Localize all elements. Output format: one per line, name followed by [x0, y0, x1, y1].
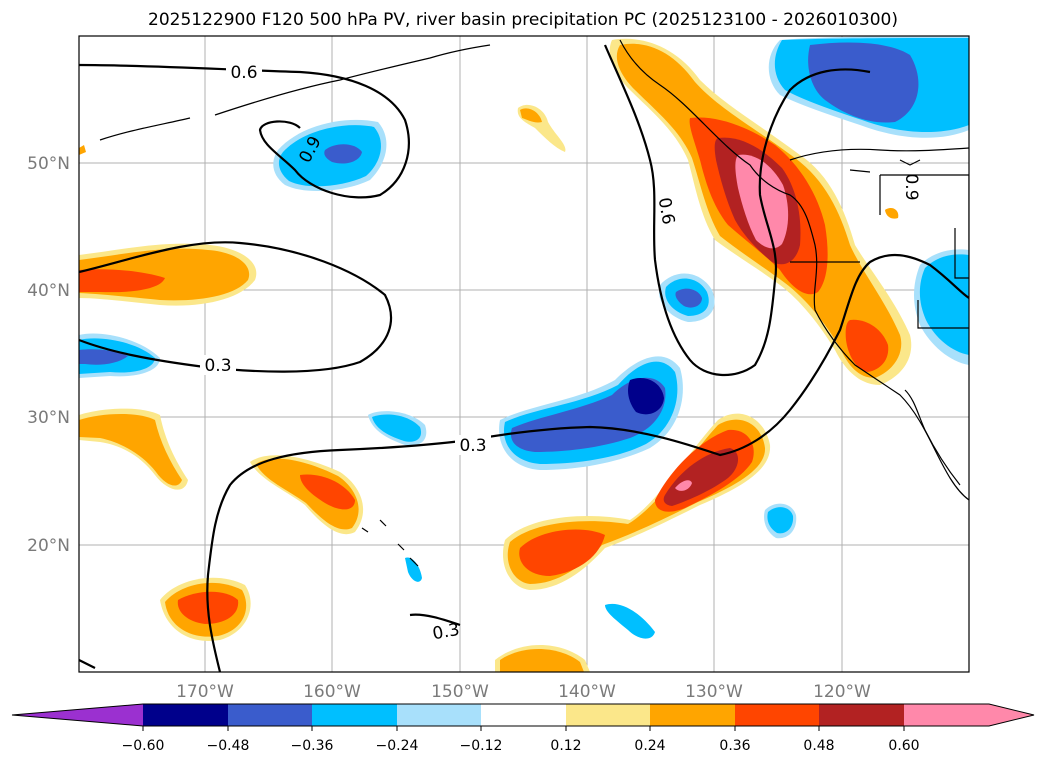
anomaly-negative	[79, 36, 969, 639]
contour-label-0.3-bottom: 0.3	[431, 620, 461, 644]
anomaly-west-positive	[79, 104, 899, 641]
colorbar-under-arrow	[12, 704, 143, 726]
colorbar-tick-label: −0.12	[460, 738, 503, 754]
anomaly-pnw-positive	[609, 38, 912, 386]
lon-label-120w: 120°W	[813, 682, 871, 702]
colorbar-segment-n024	[397, 704, 481, 726]
colorbar-tick-label: 0.24	[634, 738, 665, 754]
colorbar-segment-n060	[143, 704, 228, 726]
colorbar-tick-label: −0.24	[376, 738, 419, 754]
lon-label-130w: 130°W	[685, 682, 743, 702]
colorbar-over-arrow	[904, 704, 1034, 726]
lon-label-140w: 140°W	[558, 682, 616, 702]
colorbar-segment-p048	[819, 704, 904, 726]
lat-label-20n: 20°N	[27, 536, 70, 556]
anomaly-subtropical-positive	[495, 413, 771, 672]
colorbar-segment-n048	[228, 704, 312, 726]
colorbar-segment-n036	[312, 704, 397, 726]
lat-label-50n: 50°N	[27, 154, 70, 174]
colorbar-ticks	[142, 726, 905, 731]
latitude-labels: 50°N 40°N 30°N 20°N	[27, 154, 70, 556]
contour-labels: 0.6 0.9 0.6 0.3 0.3 0.3 0.9	[200, 62, 921, 644]
colorbar: −0.60 −0.48 −0.36 −0.24 −0.12 0.12 0.24 …	[11, 703, 1035, 754]
lon-label-160w: 160°W	[303, 682, 361, 702]
colorbar-tick-label: −0.48	[207, 738, 250, 754]
longitude-labels: 170°W 160°W 150°W 140°W 130°W 120°W	[176, 682, 871, 702]
map-title: 2025122900 F120 500 hPa PV, river basin …	[148, 10, 898, 30]
colorbar-tick-label: 0.60	[888, 738, 919, 754]
lon-label-170w: 170°W	[176, 682, 234, 702]
colorbar-tick-label: 0.36	[719, 738, 750, 754]
contour-label-0.9-east: 0.9	[901, 173, 921, 200]
colorbar-tick-label: 0.48	[803, 738, 834, 754]
contour-label-0.6-top: 0.6	[230, 63, 257, 83]
contour-label-0.3-center: 0.3	[459, 436, 486, 456]
colorbar-segment-p036	[735, 704, 819, 726]
colorbar-tick-label: 0.12	[550, 738, 581, 754]
lat-label-40n: 40°N	[27, 281, 70, 301]
colorbar-tick-label: −0.36	[291, 738, 334, 754]
contour-label-0.3-left: 0.3	[204, 356, 231, 376]
map-frame	[78, 35, 970, 673]
coastlines	[99, 39, 969, 567]
lon-label-150w: 150°W	[431, 682, 489, 702]
colorbar-tick-label: −0.60	[122, 738, 165, 754]
map-panel: 0.6 0.9 0.6 0.3 0.3 0.3 0.9	[79, 36, 969, 672]
colorbar-segment-p012	[566, 704, 650, 726]
colorbar-segment-neutral	[481, 704, 566, 726]
contour-label-0.6-mid: 0.6	[654, 196, 678, 226]
colorbar-segment-p024	[650, 704, 735, 726]
lat-label-30n: 30°N	[27, 408, 70, 428]
